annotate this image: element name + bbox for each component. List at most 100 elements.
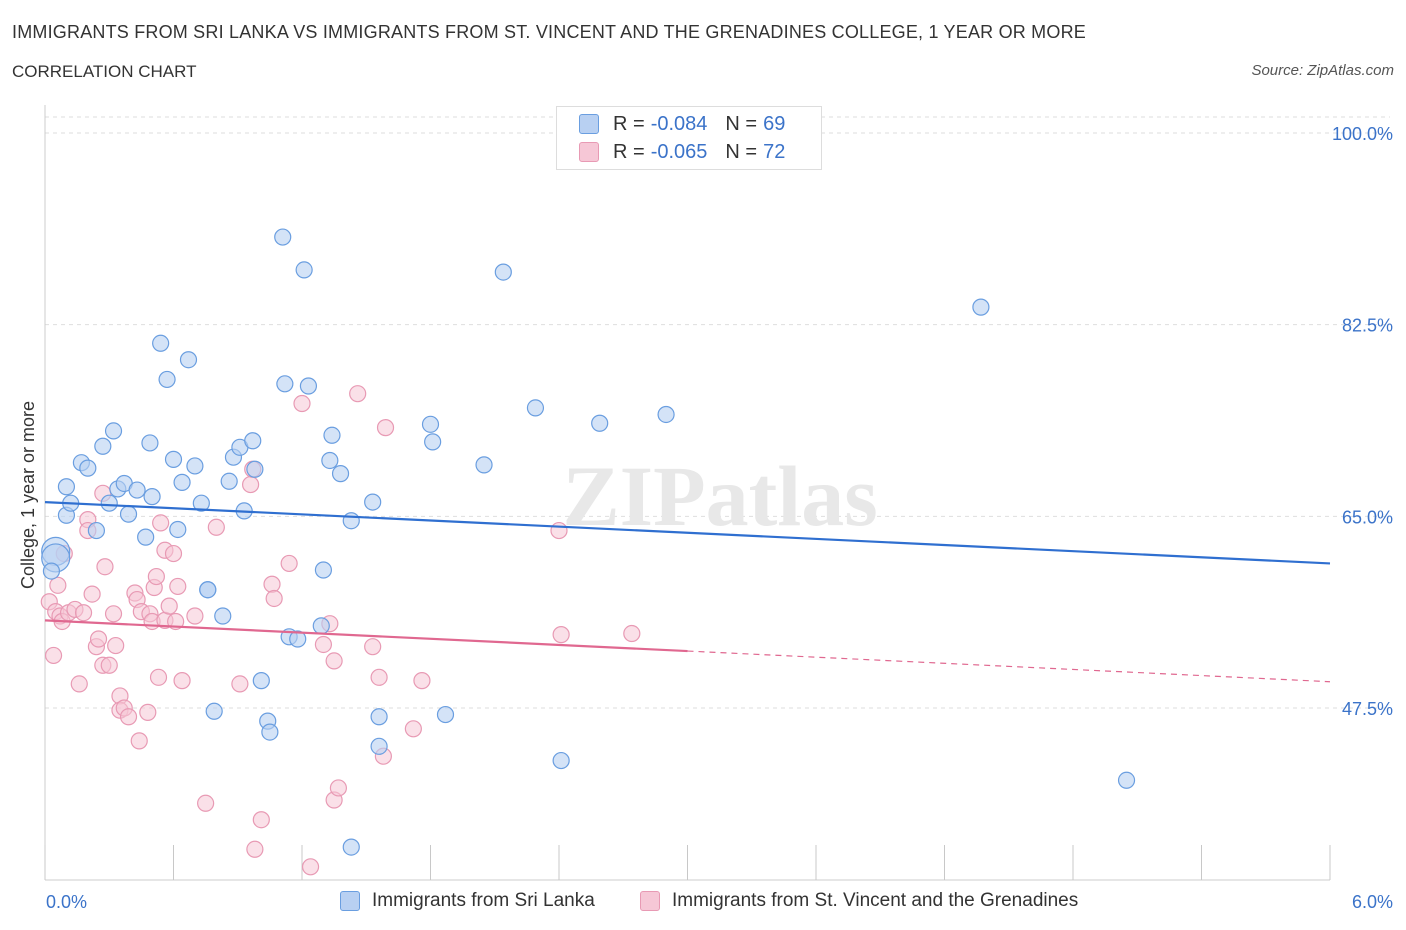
x-tick-label: 0.0%: [46, 892, 87, 912]
trend-lines: [44, 500, 1331, 683]
data-point-sri-lanka: [119, 505, 138, 523]
data-point-st-vincent: [186, 607, 204, 625]
data-point-st-vincent: [263, 575, 281, 593]
data-point-st-vincent: [130, 732, 148, 750]
data-point-sri-lanka: [370, 737, 388, 755]
data-point-sri-lanka: [244, 432, 262, 450]
series-pink-points: [40, 385, 641, 876]
data-point-st-vincent: [96, 558, 114, 576]
bottom-legend-st-vincent: Immigrants from St. Vincent and the Gren…: [640, 890, 1078, 912]
data-point-sri-lanka: [289, 630, 307, 648]
data-point-st-vincent: [314, 635, 333, 654]
data-point-st-vincent: [231, 675, 249, 693]
data-point-sri-lanka: [252, 672, 270, 690]
data-point-st-vincent: [49, 576, 67, 594]
chart-title: IMMIGRANTS FROM SRI LANKA VS IMMIGRANTS …: [12, 22, 1086, 42]
legend-swatch-pink: [640, 891, 660, 911]
data-point-sri-lanka: [276, 375, 294, 393]
data-point-st-vincent: [370, 668, 388, 686]
data-point-sri-lanka: [100, 494, 118, 512]
bottom-legend-sri-lanka: Immigrants from Sri Lanka: [340, 890, 595, 912]
stats-legend: R = -0.084 N = 69 R = -0.065 N = 72: [556, 106, 822, 170]
trend-line-sri-lanka: [44, 500, 1331, 565]
data-point-sri-lanka: [173, 473, 191, 491]
data-point-sri-lanka: [186, 457, 204, 475]
data-point-sri-lanka: [141, 434, 159, 452]
data-point-sri-lanka: [246, 460, 264, 478]
legend-r-value: -0.065: [650, 140, 708, 163]
trend-line-st-vincent-extension: [687, 650, 1331, 683]
trend-line-st-vincent: [44, 619, 688, 653]
axes: [44, 105, 1331, 881]
data-point-st-vincent: [197, 794, 215, 812]
legend-n-label: N =: [725, 140, 758, 163]
data-point-st-vincent: [252, 811, 270, 829]
data-point-st-vincent: [83, 585, 101, 603]
data-point-st-vincent: [246, 840, 264, 858]
data-point-st-vincent: [207, 518, 225, 536]
data-point-sri-lanka: [79, 459, 97, 477]
legend-row-st-vincent: R = -0.065 N = 72: [579, 140, 803, 164]
legend-swatch-pink: [579, 142, 599, 162]
data-point-sri-lanka: [312, 617, 330, 635]
data-point-sri-lanka: [314, 561, 333, 579]
data-point-st-vincent: [280, 554, 298, 573]
data-point-st-vincent: [293, 394, 311, 413]
data-point-sri-lanka: [424, 433, 442, 451]
legend-n-value: 69: [763, 112, 786, 135]
data-point-sri-lanka: [475, 456, 493, 474]
data-point-sri-lanka: [295, 261, 313, 279]
data-point-st-vincent: [376, 419, 395, 437]
data-point-sri-lanka: [299, 377, 318, 395]
data-point-sri-lanka: [220, 472, 238, 490]
data-point-st-vincent: [623, 624, 641, 643]
data-point-st-vincent: [44, 646, 63, 665]
data-point-st-vincent: [301, 858, 320, 876]
data-point-sri-lanka: [158, 370, 176, 389]
data-point-sri-lanka: [169, 520, 187, 539]
data-point-sri-lanka: [137, 528, 155, 546]
data-point-sri-lanka: [494, 263, 512, 281]
data-point-sri-lanka: [199, 581, 217, 599]
data-point-st-vincent: [70, 675, 88, 693]
y-tick-label: 65.0%: [1342, 507, 1393, 527]
data-point-sri-lanka: [436, 705, 455, 724]
data-point-st-vincent: [89, 630, 108, 648]
data-point-st-vincent: [139, 703, 157, 721]
legend-row-sri-lanka: R = -0.084 N = 69: [579, 112, 803, 136]
data-point-st-vincent: [149, 668, 168, 686]
data-point-sri-lanka: [342, 512, 360, 530]
data-point-sri-lanka: [370, 708, 388, 726]
legend-r-label: R =: [613, 112, 645, 135]
data-point-sri-lanka: [331, 465, 350, 483]
data-point-sri-lanka: [342, 838, 360, 856]
data-point-sri-lanka: [205, 702, 223, 720]
data-point-st-vincent: [160, 597, 178, 615]
data-point-st-vincent: [152, 514, 170, 532]
data-point-st-vincent: [147, 567, 165, 586]
data-point-sri-lanka: [42, 562, 61, 580]
data-point-sri-lanka: [364, 493, 382, 511]
data-point-sri-lanka: [323, 426, 341, 444]
y-axis-label: College, 1 year or more: [18, 401, 38, 589]
data-point-st-vincent: [325, 652, 343, 670]
data-point-sri-lanka: [192, 494, 210, 512]
source-label: Source: ZipAtlas.com: [1251, 62, 1394, 79]
data-point-sri-lanka: [972, 298, 990, 316]
tick-labels: 100.0% 82.5% 65.0% 47.5% 0.0% 6.0%: [46, 124, 1393, 912]
data-point-st-vincent: [104, 605, 123, 623]
legend-r-label: R =: [613, 140, 645, 163]
y-tick-label: 47.5%: [1342, 699, 1393, 719]
data-point-sri-lanka: [274, 228, 292, 246]
data-point-sri-lanka: [657, 405, 675, 424]
legend-swatch-blue: [340, 891, 360, 911]
data-point-sri-lanka: [552, 751, 570, 770]
data-point-sri-lanka: [261, 723, 279, 741]
watermark: ZIPatlas: [562, 448, 877, 544]
data-point-st-vincent: [404, 720, 422, 738]
data-point-sri-lanka: [526, 399, 545, 417]
chart-subtitle: CORRELATION CHART: [12, 62, 197, 81]
series-blue-points: [41, 228, 1136, 856]
data-point-st-vincent: [552, 626, 570, 644]
